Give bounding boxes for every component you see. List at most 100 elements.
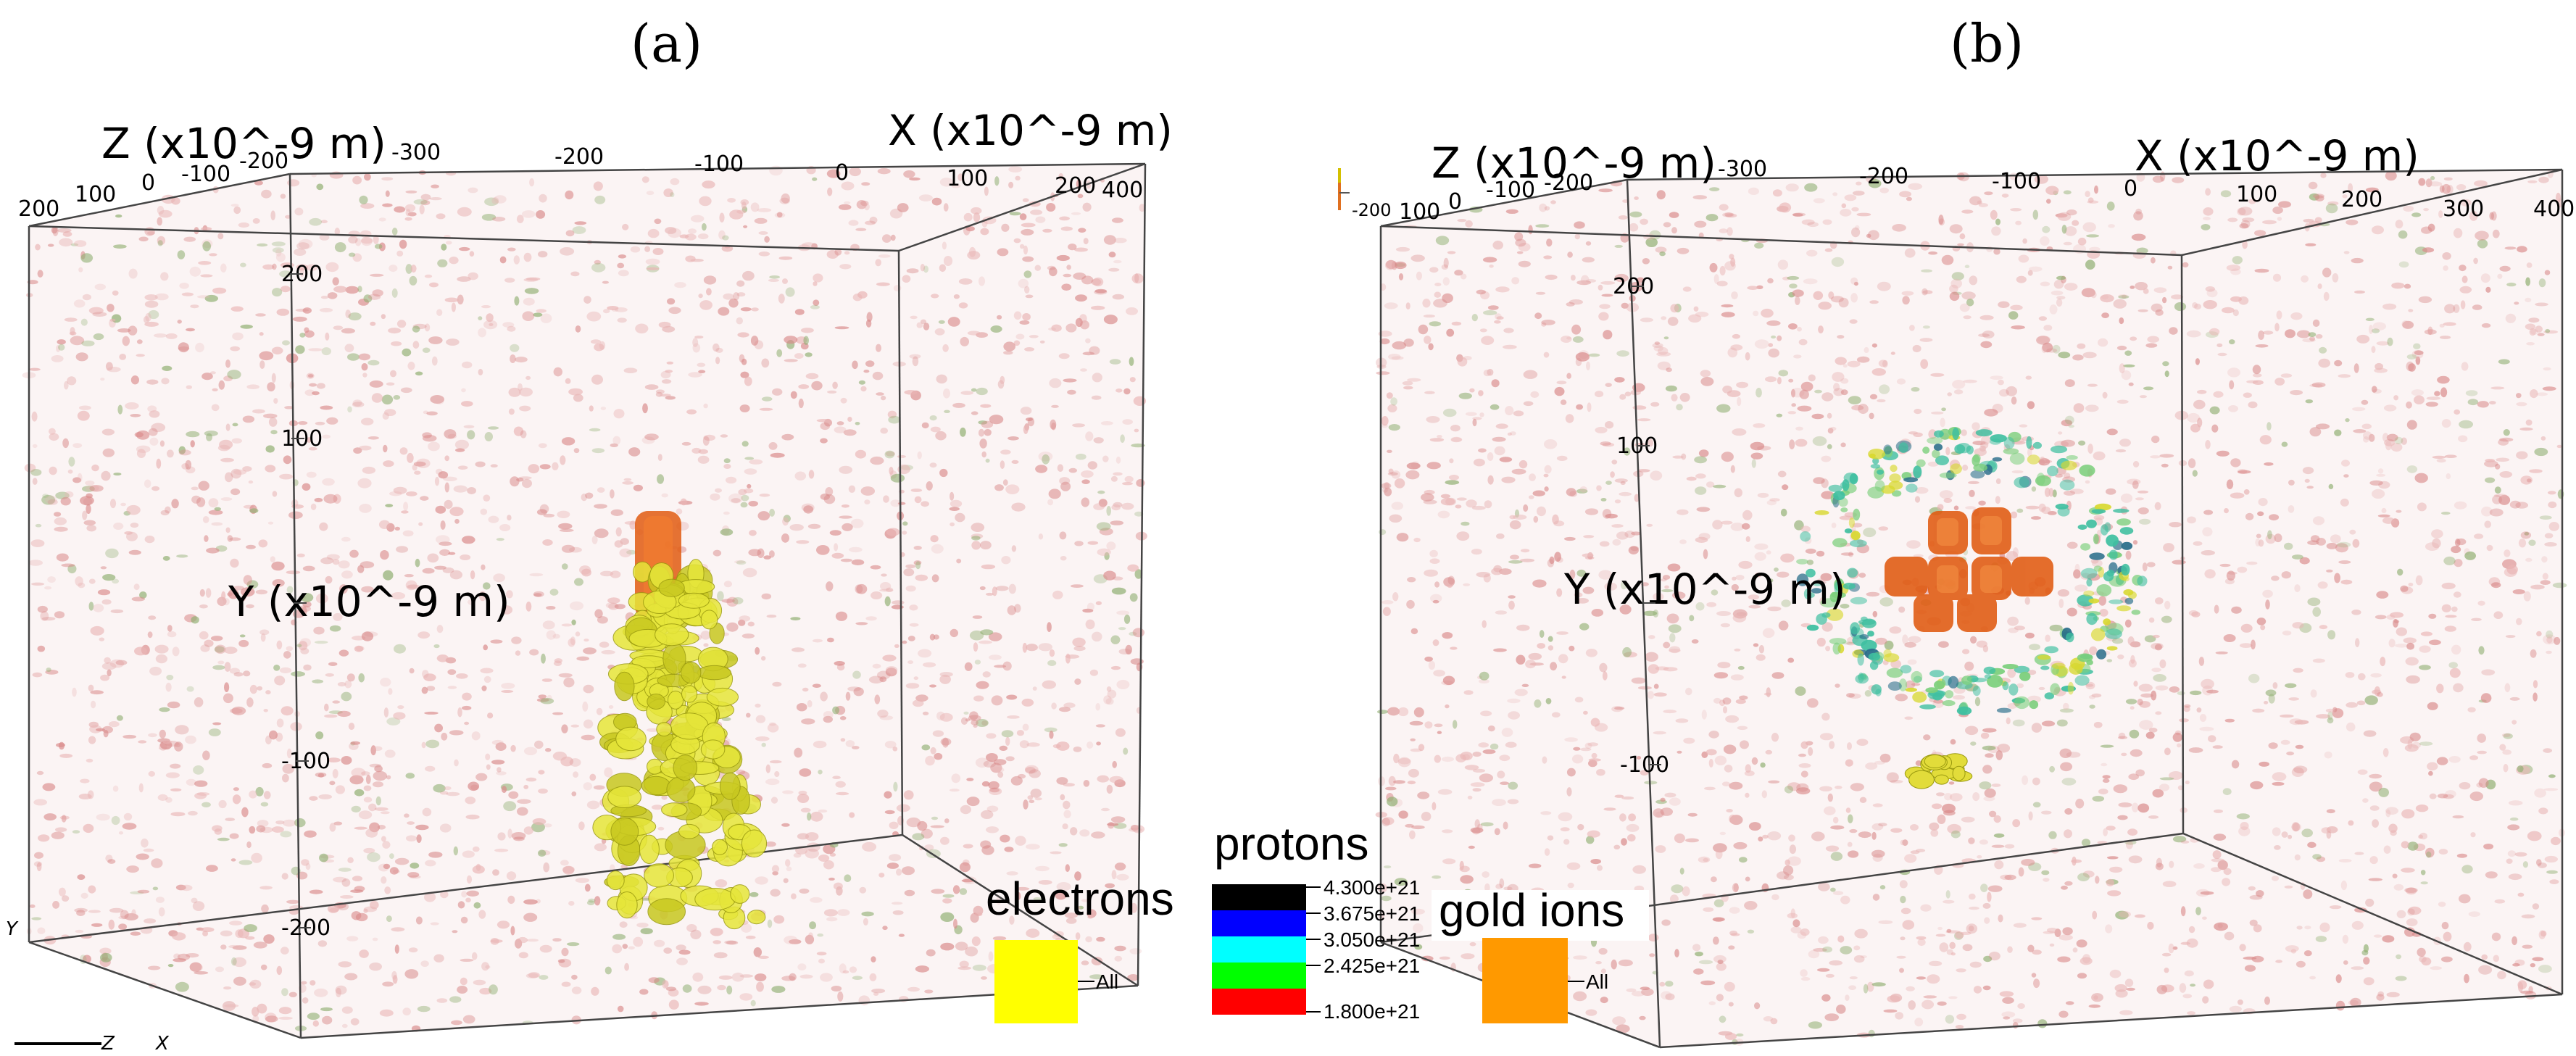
particle [2045, 186, 2059, 195]
particle [939, 178, 953, 187]
particle [2264, 462, 2274, 466]
particle [2119, 1010, 2133, 1015]
particle [534, 740, 544, 749]
particle [1073, 747, 1082, 752]
particle [1437, 435, 1442, 438]
particle [1869, 300, 1879, 304]
particle [967, 330, 981, 336]
particle [1395, 246, 1410, 252]
particle [600, 570, 614, 577]
particle [211, 522, 223, 526]
particle [2445, 615, 2457, 618]
particle [130, 523, 139, 528]
particle [783, 515, 792, 523]
particle [1005, 484, 1020, 494]
particle [739, 354, 745, 363]
particle [1108, 251, 1116, 258]
particle [2191, 611, 2201, 618]
particle [538, 251, 548, 258]
particle [469, 251, 475, 257]
particle [1075, 317, 1083, 328]
particle [720, 528, 734, 536]
particle [2520, 990, 2534, 994]
particle [1023, 425, 1029, 434]
particle [1730, 933, 1740, 936]
particle [245, 936, 255, 940]
particle [491, 760, 505, 765]
particle [1103, 570, 1116, 581]
particle [1737, 726, 1748, 731]
particle [743, 488, 754, 494]
particle [2224, 931, 2235, 941]
particle [2507, 850, 2516, 857]
particle [1974, 697, 1981, 707]
particle [1035, 865, 1050, 872]
particle [230, 957, 237, 966]
particle [379, 1009, 394, 1017]
particle [2284, 885, 2293, 889]
particle [2418, 834, 2424, 839]
particle [1583, 710, 1588, 715]
particle [2330, 534, 2341, 544]
particle [1447, 575, 1455, 585]
particle [726, 985, 733, 995]
particle [2115, 910, 2129, 920]
particle [1698, 960, 1713, 965]
particle [940, 738, 952, 746]
particle [1712, 520, 1723, 530]
particle [1961, 291, 1976, 300]
particle [755, 715, 766, 723]
particle [109, 659, 125, 668]
particle [1484, 500, 1492, 509]
particle [698, 449, 708, 454]
particle [1105, 883, 1115, 889]
particle [1748, 594, 1760, 600]
particle [1573, 747, 1581, 751]
particle [254, 180, 263, 186]
particle [1068, 244, 1077, 251]
particle [1446, 578, 1454, 589]
particle [1092, 373, 1102, 383]
particle [2260, 625, 2266, 631]
particle [2340, 880, 2348, 891]
particle [2161, 615, 2172, 623]
particle [294, 818, 306, 828]
particle [1035, 465, 1048, 473]
particle [905, 683, 920, 689]
particle [454, 518, 460, 524]
particle [2274, 378, 2285, 386]
particle [2037, 336, 2051, 344]
particle [468, 187, 478, 194]
particle [2275, 960, 2283, 963]
particle [347, 406, 352, 413]
particle [972, 964, 986, 971]
particle [1106, 686, 1112, 692]
particle [2345, 672, 2355, 678]
particle [536, 210, 546, 219]
particle [2271, 575, 2280, 581]
particle [1091, 831, 1105, 839]
particle [2179, 718, 2189, 723]
particle [2135, 914, 2145, 918]
particle [560, 860, 569, 866]
particle [265, 1015, 278, 1023]
particle [2483, 844, 2494, 849]
particle [167, 701, 180, 709]
particle [1554, 552, 1562, 562]
particle [1797, 405, 1812, 412]
particle [1599, 304, 1611, 309]
particle [1852, 191, 1865, 196]
particle [1698, 449, 1709, 457]
particle [827, 390, 837, 394]
particle [935, 431, 947, 441]
particle [457, 465, 468, 470]
particle [144, 300, 159, 308]
particle [794, 353, 804, 359]
particle [45, 495, 57, 504]
particle [79, 405, 91, 410]
particle [1398, 810, 1408, 819]
particle [462, 361, 473, 369]
particle [1830, 852, 1843, 861]
particle [384, 749, 396, 758]
particle [2072, 354, 2084, 361]
